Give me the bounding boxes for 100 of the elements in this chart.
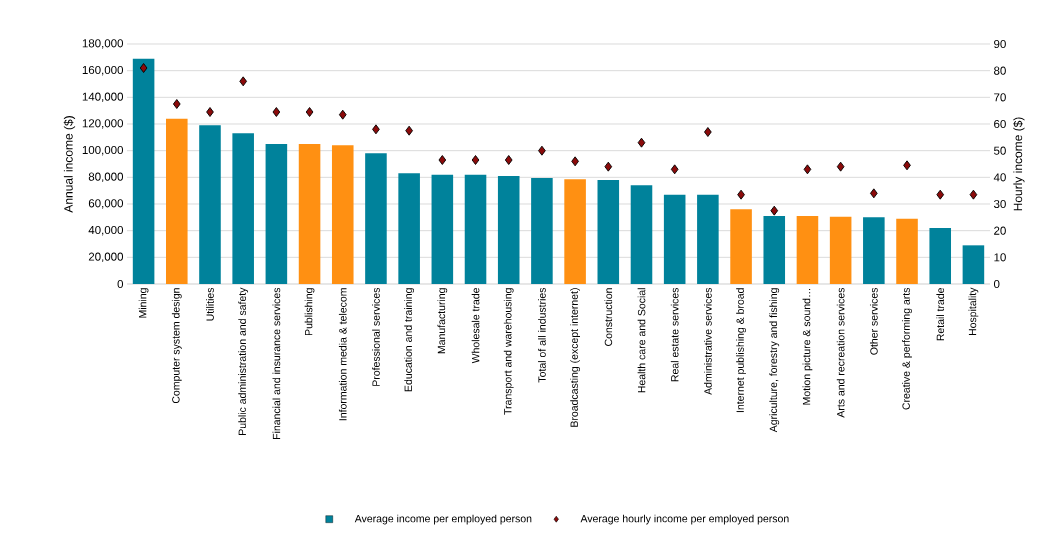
point: [372, 124, 380, 135]
y-tick-label: 0: [117, 279, 124, 289]
x-tick-label: Construction: [604, 288, 613, 346]
point: [604, 161, 613, 172]
point: [405, 125, 413, 136]
y-tick-label: 40,000: [88, 225, 124, 236]
x-tick-label: Retail trade: [936, 288, 945, 341]
point: [571, 156, 579, 167]
bar: [730, 209, 752, 284]
x-tick-label: Total of all industries: [538, 287, 546, 383]
bar: [464, 174, 487, 284]
point: [438, 155, 447, 165]
x-tick-label: Other services: [869, 287, 878, 355]
x-tick-label: Utilities: [206, 287, 214, 321]
x-tick-label: Financial and insurance services: [272, 287, 281, 439]
point: [670, 164, 679, 175]
y-tick-label: 180,000: [82, 39, 124, 49]
y2-tick-label: 50: [993, 146, 1006, 155]
y-tick-label: 80,000: [88, 172, 124, 183]
x-tick-label: Wholesale trade: [471, 288, 480, 364]
bar: [597, 180, 620, 284]
bar: [497, 176, 520, 284]
bar: [265, 144, 288, 284]
point: [936, 189, 945, 200]
y2-tick-label: 40: [993, 173, 1006, 182]
y2-tick-label: 10: [994, 253, 1006, 262]
x-tick-label: Professional services: [372, 287, 380, 386]
bar: [863, 217, 885, 284]
bar: [398, 173, 420, 284]
point: [305, 107, 314, 117]
y2-axis-title: Hourly income ($): [1013, 117, 1025, 211]
bar: [929, 228, 952, 284]
y2-tick-label: 30: [993, 199, 1006, 209]
x-tick-label: Transport and warehousing: [503, 288, 514, 415]
point: [239, 76, 247, 87]
y2-tick-label: 70: [994, 93, 1006, 102]
point: [538, 145, 546, 156]
point: [338, 109, 347, 120]
y-tick-label: 140,000: [82, 92, 124, 103]
x-tick-label: Mining: [138, 288, 149, 318]
x-tick-label: Education and training: [404, 288, 415, 392]
point: [870, 188, 878, 199]
x-tick-label: Health care and Social: [637, 288, 646, 393]
point: [637, 137, 646, 148]
x-tick-label: Internet publishing & broad: [736, 288, 746, 413]
x-tick-label: Creative & performing arts: [902, 287, 912, 410]
point: [737, 189, 745, 200]
bar: [896, 218, 918, 284]
x-tick-label: Real estate services: [670, 287, 679, 382]
bar: [796, 216, 819, 284]
point: [969, 189, 978, 200]
y-tick-label: 120,000: [82, 119, 124, 129]
bar: [298, 144, 321, 284]
y-tick-label: 60,000: [88, 199, 124, 209]
point: [206, 107, 214, 117]
x-tick-label: Broadcasting (except internet): [570, 288, 580, 427]
y-axis-title: Annual income ($): [63, 116, 76, 213]
bar: [199, 125, 221, 284]
y2-tick-label: 80: [994, 66, 1006, 75]
bar: [531, 178, 553, 284]
legend-label: Average hourly income per employed person: [580, 514, 789, 525]
bar: [630, 185, 653, 284]
bar: [166, 118, 188, 284]
bar: [763, 216, 786, 284]
point: [139, 63, 148, 73]
y-tick-label: 20,000: [88, 252, 124, 263]
point: [272, 107, 281, 117]
point: [504, 155, 513, 165]
x-tick-label: Motion picture & sound…: [802, 288, 813, 405]
y2-tick-label: 60: [994, 119, 1006, 129]
legend-label: Average income per employed person: [354, 514, 532, 525]
y-tick-label: 100,000: [82, 145, 124, 156]
bar: [331, 145, 354, 284]
bar: [232, 133, 254, 284]
point: [770, 205, 779, 216]
bar: [564, 179, 586, 284]
point: [836, 161, 845, 172]
bar: [132, 58, 155, 284]
bar: [697, 194, 719, 284]
point: [172, 99, 181, 109]
x-tick-label: Information media & telecom: [338, 288, 347, 421]
y-tick-label: 160,000: [82, 65, 124, 76]
bar: [431, 174, 454, 284]
x-tick-label: Publishing: [304, 288, 315, 336]
bar: [365, 153, 387, 284]
x-tick-label: Agriculture, forestry and fishing: [769, 288, 780, 433]
point: [903, 160, 911, 171]
y2-tick-label: 20: [994, 226, 1006, 235]
y2-tick-label: 90: [994, 39, 1006, 49]
bar: [663, 194, 686, 284]
x-tick-label: Public administration and safety: [238, 287, 249, 435]
x-tick-label: Manufacturing: [437, 288, 448, 354]
x-tick-label: Administrative services: [704, 287, 712, 395]
point: [704, 127, 712, 137]
point: [471, 155, 480, 165]
x-tick-label: Arts and recreation services: [836, 287, 845, 418]
x-tick-label: Hospitality: [968, 287, 979, 336]
x-tick-label: Computer system design: [171, 288, 182, 404]
bar: [962, 245, 985, 284]
y2-tick-label: 0: [993, 279, 1000, 289]
